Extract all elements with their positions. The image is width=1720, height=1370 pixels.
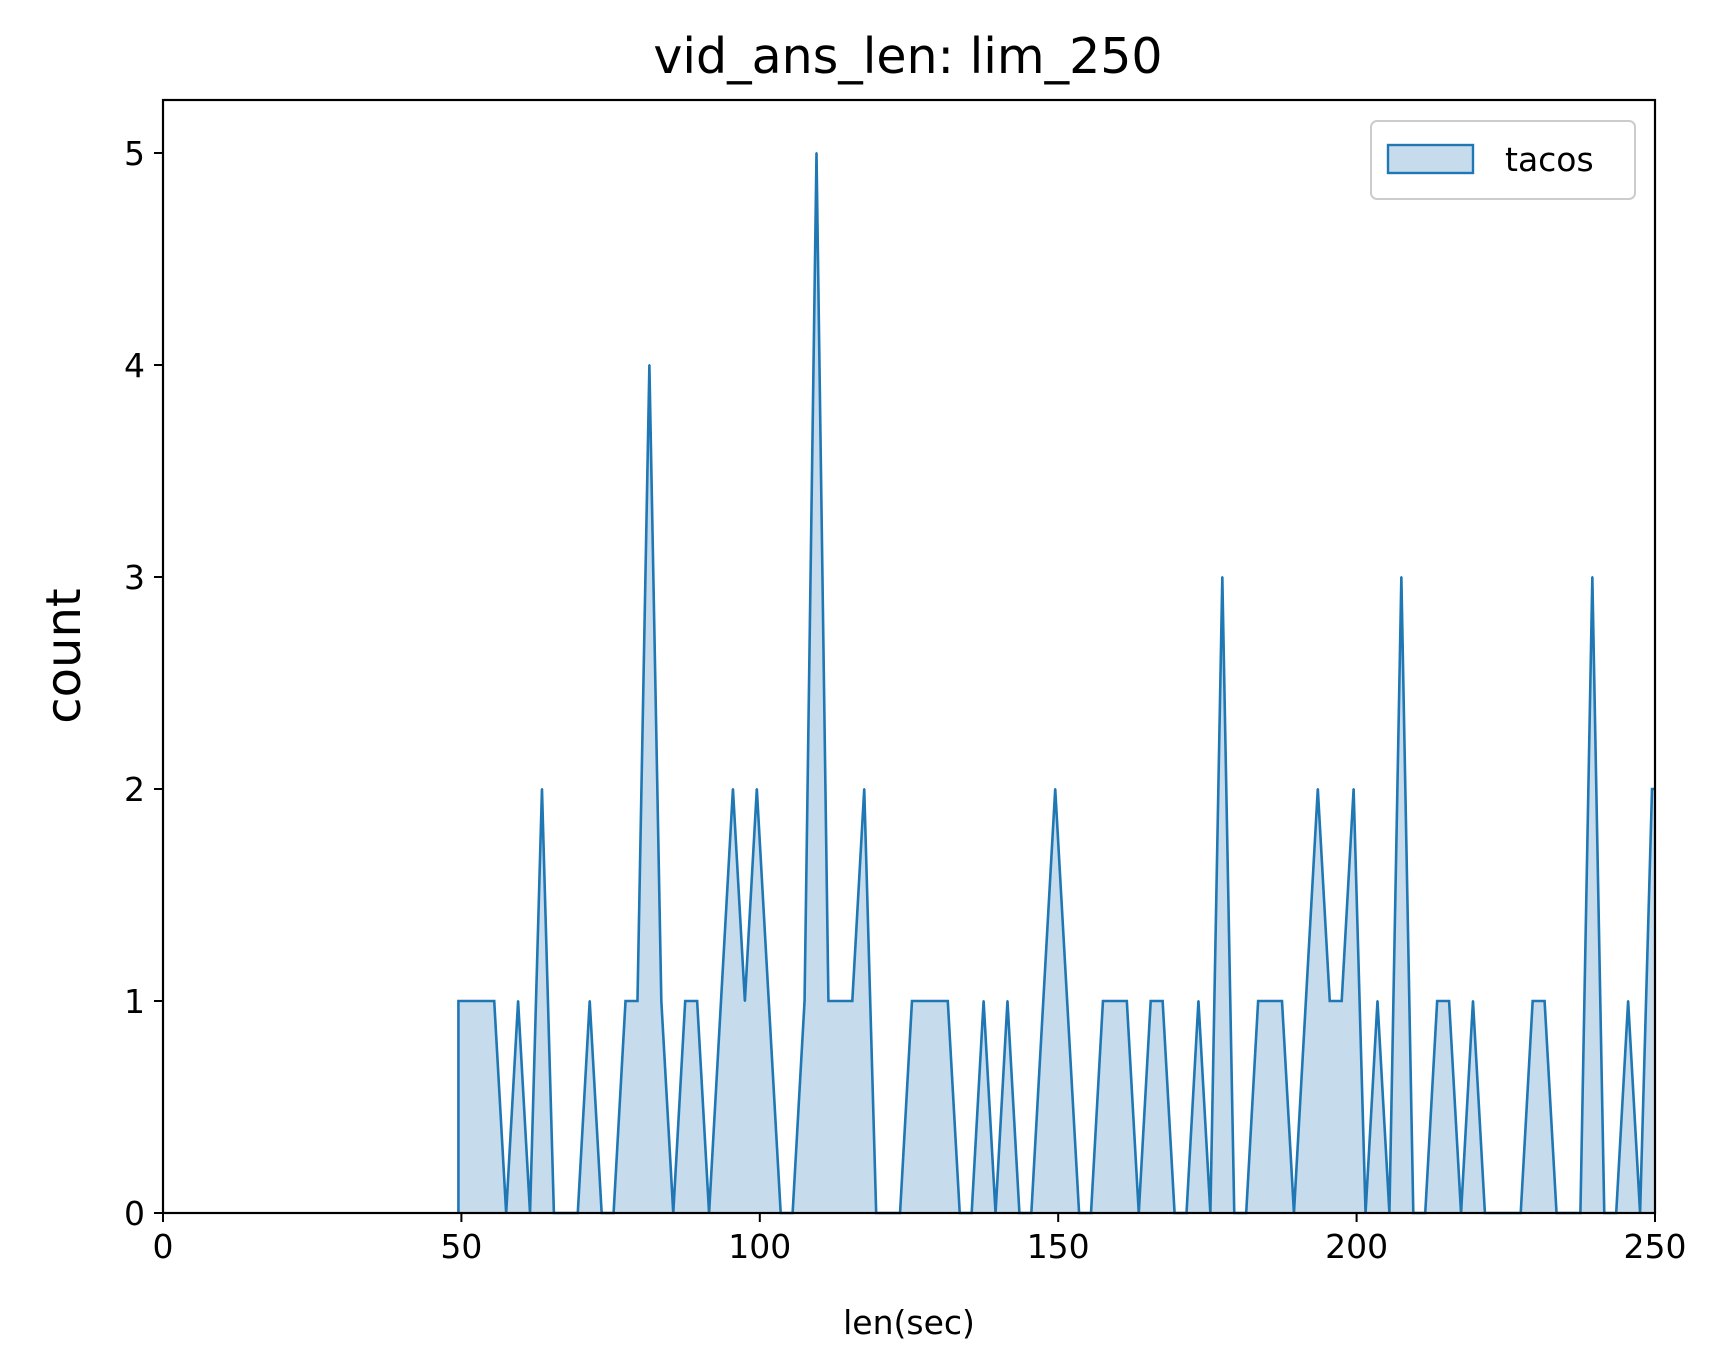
- data-point: [588, 1000, 591, 1002]
- data-point: [1531, 1000, 1534, 1002]
- legend-box: [1370, 120, 1636, 200]
- data-point: [1149, 1000, 1152, 1002]
- data-point: [767, 1000, 770, 1002]
- data-point: [517, 1000, 520, 1002]
- chart-title: vid_ans_len: lim_250: [653, 28, 1162, 85]
- data-point: [1281, 1000, 1283, 1002]
- data-point: [1328, 1000, 1331, 1002]
- x-tick-label: 50: [440, 1227, 482, 1266]
- data-point: [636, 1000, 639, 1002]
- legend: tacos: [1370, 120, 1636, 200]
- data-point: [481, 1000, 484, 1002]
- x-tick-label: 100: [728, 1227, 791, 1266]
- x-tick-label: 150: [1027, 1227, 1090, 1266]
- data-point: [1101, 1000, 1104, 1002]
- y-tick-label: 5: [124, 134, 145, 173]
- data-point: [827, 1000, 830, 1002]
- axes-frame: [161, 98, 1657, 1215]
- data-point: [815, 152, 818, 154]
- data-point: [1316, 788, 1319, 790]
- data-point: [910, 1000, 913, 1002]
- data-point: [1448, 1000, 1451, 1002]
- data-point: [1543, 1000, 1546, 1002]
- x-axis-label: len(sec): [843, 1303, 975, 1342]
- data-point: [1269, 1000, 1272, 1002]
- data-point: [540, 788, 543, 790]
- legend-label: tacos: [1505, 140, 1594, 179]
- data-point: [1197, 1000, 1200, 1002]
- data-point: [934, 1000, 937, 1002]
- y-tick-label: 0: [124, 1194, 145, 1233]
- data-point: [839, 1000, 842, 1002]
- x-tick-label: 250: [1624, 1227, 1687, 1266]
- data-point: [731, 788, 734, 790]
- data-point: [755, 788, 758, 790]
- data-point: [1591, 576, 1594, 578]
- data-point: [660, 1000, 663, 1002]
- data-point: [1304, 1000, 1307, 1002]
- data-point: [457, 1000, 460, 1002]
- data-point: [1340, 1000, 1343, 1002]
- data-point: [1257, 1000, 1260, 1002]
- data-point: [743, 1000, 746, 1002]
- y-tick-label: 2: [124, 770, 145, 809]
- data-point: [1471, 1000, 1474, 1002]
- data-point: [982, 1000, 985, 1002]
- data-point: [1006, 1000, 1009, 1002]
- y-tick-label: 1: [124, 982, 145, 1021]
- data-point: [1400, 576, 1403, 578]
- data-point: [624, 1000, 627, 1002]
- data-point: [863, 788, 866, 790]
- data-point: [1627, 1000, 1630, 1002]
- data-point: [469, 1000, 472, 1002]
- data-point: [1436, 1000, 1439, 1002]
- series-area-fill: [458, 153, 1655, 1213]
- data-point: [1376, 1000, 1379, 1002]
- axis-ticks: 0 50 100 150 200 250 0 1 2 3 4 5: [124, 134, 1687, 1266]
- data-point: [696, 1000, 699, 1002]
- y-tick-label: 4: [124, 346, 145, 385]
- data-point: [1113, 1000, 1116, 1002]
- data-point: [1125, 1000, 1128, 1002]
- data-point: [1221, 576, 1224, 578]
- x-tick-label: 0: [153, 1227, 174, 1266]
- data-point: [720, 1000, 723, 1002]
- data-point: [851, 1000, 854, 1002]
- data-point: [922, 1000, 925, 1002]
- data-point: [1161, 1000, 1164, 1002]
- x-tick-label: 200: [1325, 1227, 1388, 1266]
- data-point: [1054, 788, 1057, 790]
- data-point: [1352, 788, 1355, 790]
- data-point: [1042, 1000, 1045, 1002]
- y-tick-label: 3: [124, 558, 145, 597]
- data-point: [684, 1000, 687, 1002]
- data-point: [493, 1000, 496, 1002]
- data-point: [648, 364, 651, 366]
- legend-swatch: [1386, 143, 1475, 175]
- y-axis-label: count: [36, 588, 92, 723]
- data-point: [1066, 1000, 1069, 1002]
- data-point: [1651, 788, 1654, 790]
- data-point: [946, 1000, 949, 1002]
- data-point: [803, 1000, 806, 1002]
